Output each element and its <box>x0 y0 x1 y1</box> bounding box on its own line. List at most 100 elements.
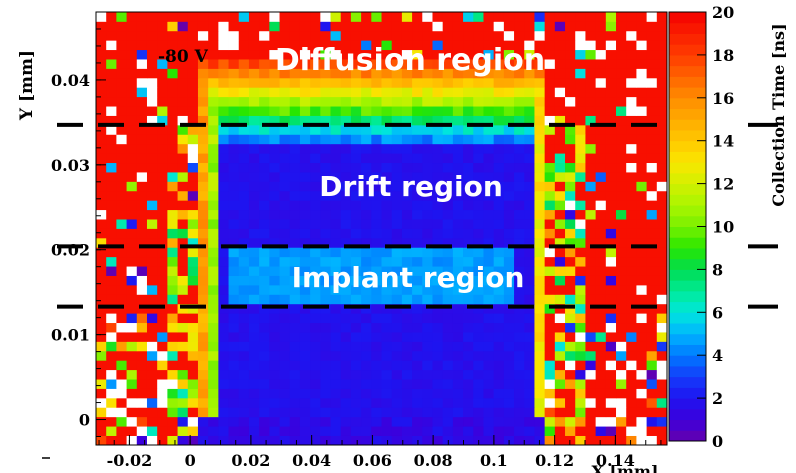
heatmap-cell <box>106 332 117 342</box>
heatmap-cell <box>565 369 576 380</box>
heatmap-cell <box>259 181 270 192</box>
heatmap-cell <box>422 59 433 69</box>
heatmap-cell <box>656 40 668 51</box>
heatmap-cell <box>146 313 158 324</box>
heatmap-cell <box>605 143 617 154</box>
heatmap-cell <box>503 426 515 436</box>
heatmap-cell <box>514 77 525 88</box>
heatmap-cell <box>238 266 250 276</box>
heatmap-cell <box>503 332 515 342</box>
heatmap-cell <box>208 200 219 211</box>
heatmap-cell <box>146 426 158 436</box>
heatmap-cell <box>218 341 229 352</box>
heatmap-cell <box>544 134 556 145</box>
heatmap-cell <box>350 87 362 98</box>
heatmap-cell <box>575 87 586 98</box>
heatmap-cell <box>483 369 495 380</box>
colorbar-segment <box>669 323 706 335</box>
heatmap-cell <box>473 124 484 135</box>
heatmap-cell <box>371 397 382 408</box>
heatmap-cell <box>463 181 474 192</box>
heatmap-cell <box>565 397 576 408</box>
heatmap-cell <box>442 115 454 126</box>
heatmap-cell <box>177 313 189 324</box>
heatmap-cell <box>401 228 413 239</box>
heatmap-cell <box>320 266 331 276</box>
heatmap-cell <box>626 172 637 182</box>
heatmap-cell <box>259 209 270 220</box>
heatmap-cell <box>187 200 199 211</box>
heatmap-cell <box>208 360 219 371</box>
heatmap-cell <box>279 294 291 305</box>
heatmap-cell <box>503 237 515 248</box>
heatmap-cell <box>534 96 546 107</box>
heatmap-cell <box>177 68 189 79</box>
heatmap-cell <box>310 228 321 239</box>
heatmap-cell <box>330 106 342 116</box>
heatmap-cell <box>187 115 199 126</box>
heatmap-cell <box>126 87 138 98</box>
heatmap-cell <box>197 379 209 389</box>
heatmap-cell <box>116 388 127 399</box>
heatmap-cell <box>310 96 321 107</box>
heatmap-cell <box>269 266 280 276</box>
heatmap-cell <box>248 77 260 88</box>
heatmap-cell <box>187 247 199 258</box>
heatmap-cell <box>575 303 586 314</box>
heatmap-cell <box>616 275 627 286</box>
heatmap-cell <box>514 115 525 126</box>
heatmap-cell <box>228 30 240 41</box>
heatmap-cell <box>493 12 505 22</box>
heatmap-cell <box>269 96 280 107</box>
heatmap-cell <box>452 209 464 220</box>
heatmap-cell <box>259 266 270 276</box>
heatmap-cell <box>381 341 393 352</box>
x-tick-label: 0.04 <box>292 451 331 470</box>
heatmap-cell <box>106 284 117 295</box>
heatmap-cell <box>167 106 178 116</box>
heatmap-cell <box>401 181 413 192</box>
heatmap-cell <box>259 332 270 342</box>
heatmap-cell <box>514 313 525 324</box>
heatmap-cell <box>452 303 464 314</box>
heatmap-cell <box>422 124 433 135</box>
heatmap-cell <box>483 115 495 126</box>
heatmap-cell <box>544 360 556 371</box>
heatmap-cell <box>96 115 107 126</box>
heatmap-cell <box>514 388 525 399</box>
heatmap-cell <box>544 209 556 220</box>
heatmap-cell <box>238 209 250 220</box>
heatmap-cell <box>432 237 444 248</box>
heatmap-cell <box>157 115 168 126</box>
heatmap-cell <box>361 181 372 192</box>
heatmap-cell <box>422 322 433 333</box>
heatmap-cell <box>452 30 464 41</box>
heatmap-cell <box>157 49 168 60</box>
heatmap-cell <box>391 190 403 201</box>
heatmap-cell <box>412 134 423 145</box>
heatmap-cell <box>167 68 178 79</box>
heatmap-cell <box>565 134 576 145</box>
heatmap-cell <box>187 209 199 220</box>
heatmap-cell <box>381 162 393 173</box>
heatmap-cell <box>534 172 546 182</box>
heatmap-cell <box>248 426 260 436</box>
heatmap-cell <box>116 332 127 342</box>
heatmap-cell <box>616 435 627 446</box>
heatmap-cell <box>534 30 546 41</box>
heatmap-cell <box>116 369 127 380</box>
heatmap-cell <box>269 209 280 220</box>
heatmap-cell <box>279 21 291 32</box>
heatmap-cell <box>595 407 607 418</box>
heatmap-cell <box>554 106 566 116</box>
colorbar-segment <box>669 408 706 421</box>
heatmap-cell <box>187 294 199 305</box>
heatmap-cell <box>585 77 597 88</box>
heatmap-cell <box>157 369 168 380</box>
heatmap-cell <box>371 322 382 333</box>
heatmap-cell <box>636 219 648 229</box>
heatmap-cell <box>157 416 168 427</box>
heatmap-cell <box>106 40 117 51</box>
heatmap-cell <box>310 124 321 135</box>
heatmap-cell <box>218 247 229 258</box>
